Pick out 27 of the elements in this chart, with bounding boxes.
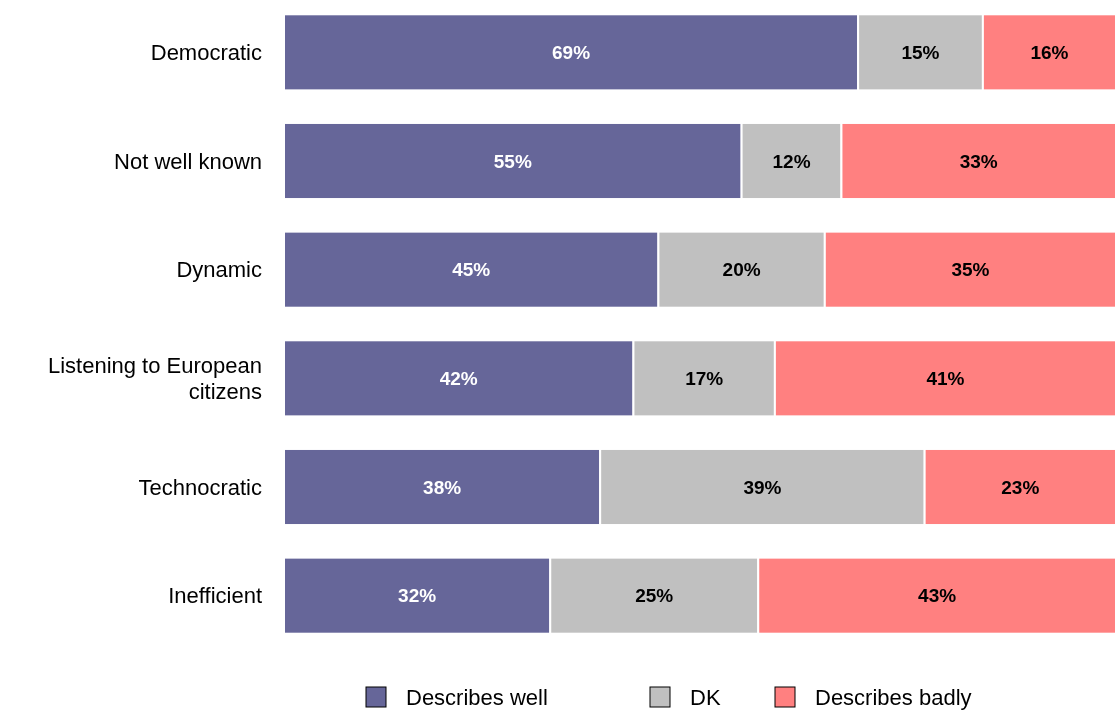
data-label: 12% xyxy=(772,150,811,172)
data-label: 33% xyxy=(959,150,998,172)
legend-label: Describes badly xyxy=(815,684,972,710)
data-label: 20% xyxy=(722,259,761,281)
data-label: 43% xyxy=(918,585,957,607)
data-label: 15% xyxy=(901,41,940,63)
y-tick-label: Technocratic xyxy=(138,474,262,500)
data-label: 38% xyxy=(423,476,462,498)
legend-label: DK xyxy=(690,684,721,710)
data-label: 17% xyxy=(685,367,724,389)
data-label: 42% xyxy=(439,367,478,389)
data-label: 55% xyxy=(493,150,532,172)
y-tick-label: Listening to European citizens xyxy=(47,353,262,405)
y-tick-label: Not well known xyxy=(114,148,262,174)
data-label: 23% xyxy=(1001,476,1040,498)
y-tick-label: Dynamic xyxy=(176,257,262,283)
data-label: 32% xyxy=(398,585,437,607)
y-tick-label: Inefficient xyxy=(168,583,262,609)
legend-label: Describes well xyxy=(406,684,548,710)
data-label: 16% xyxy=(1030,41,1069,63)
data-label: 41% xyxy=(926,367,965,389)
data-label: 45% xyxy=(452,259,491,281)
data-label: 69% xyxy=(552,41,591,63)
data-label: 35% xyxy=(951,259,990,281)
data-label: 39% xyxy=(743,476,782,498)
data-label: 25% xyxy=(635,585,674,607)
y-tick-label: Democratic xyxy=(150,40,262,66)
